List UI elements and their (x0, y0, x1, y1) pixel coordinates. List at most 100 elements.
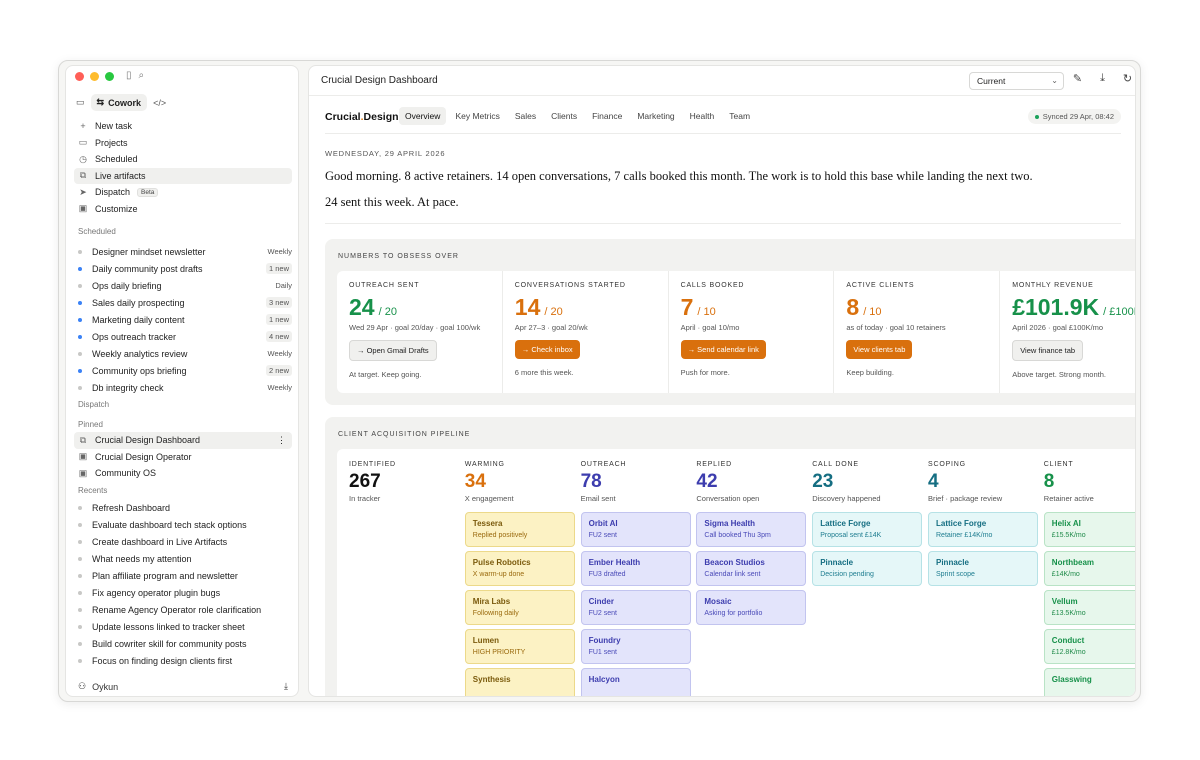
scheduled-item[interactable]: Sales daily prospecting 3 new (74, 294, 292, 311)
zoom-window-button[interactable] (105, 72, 114, 81)
scheduled-item[interactable]: Designer mindset newsletter Weekly (74, 243, 292, 260)
recent-item-label: Refresh Dashboard (92, 503, 171, 513)
nav-item-dispatch[interactable]: ➤ Dispatch Beta (74, 184, 292, 201)
recent-item[interactable]: Refresh Dashboard (74, 500, 292, 517)
pipeline-card-name: Beacon Studios (704, 558, 765, 567)
status-dot-icon (78, 334, 82, 339)
recents-section-label: Recents (78, 485, 108, 495)
tab-marketing[interactable]: Marketing (637, 111, 675, 121)
scheduled-item[interactable]: Ops outreach tracker 4 new (74, 328, 292, 345)
scheduled-item[interactable]: Db integrity check Weekly (74, 379, 292, 396)
pipeline-card[interactable]: Cinder FU2 sent (580, 590, 691, 625)
metric-note: Keep building. (846, 368, 894, 377)
metric-action-button[interactable]: View clients tab (846, 340, 913, 359)
nav-item-new-task[interactable]: + New task (74, 118, 292, 135)
tab-finance[interactable]: Finance (592, 111, 623, 121)
search-icon[interactable]: ⌕ (138, 70, 145, 81)
recent-item[interactable]: Update lessons linked to tracker sheet (74, 619, 292, 636)
scheduled-item[interactable]: Marketing daily content 1 new (74, 311, 292, 328)
recent-dot-icon (78, 642, 82, 646)
pipeline-card[interactable]: Vellum £13.5K/mo (1043, 590, 1135, 625)
user-row[interactable]: ⚇ Oykun ⤓ (78, 681, 288, 692)
nav-item-projects[interactable]: ▭ Projects (74, 135, 292, 152)
version-select[interactable]: Current ⌄ (969, 72, 1064, 90)
metric-action-button[interactable]: → Send calendar link (680, 340, 766, 359)
pipeline-card[interactable]: Glasswing (1043, 668, 1135, 696)
pipeline-card-note: Call booked Thu 3pm (704, 532, 771, 539)
scheduled-item[interactable]: Weekly analytics review Weekly (74, 345, 292, 362)
recent-item[interactable]: Focus on finding design clients first (74, 653, 292, 670)
scheduled-item[interactable]: Community ops briefing 2 new (74, 362, 292, 379)
recent-item[interactable]: Rename Agency Operator role clarificatio… (74, 602, 292, 619)
pipeline-card[interactable]: Beacon Studios Calendar link sent (696, 551, 807, 586)
pipeline-card[interactable]: Pinnacle Sprint scope (928, 551, 1038, 586)
metric-action-button[interactable]: → Check inbox (514, 340, 580, 359)
tab-sales[interactable]: Sales (514, 111, 537, 121)
dispatch-section-label[interactable]: Dispatch (78, 400, 110, 409)
chat-icon[interactable]: ▭ (76, 97, 85, 107)
pipeline-card-note: Replied positively (472, 532, 528, 539)
pipeline-card[interactable]: Lumen HIGH PRIORITY (464, 629, 575, 664)
sidebar-nav: + New task ▭ Projects ◷ Scheduled ⧉ Live artifa… (74, 118, 292, 670)
tab-clients[interactable]: Clients (551, 111, 578, 121)
pipeline-card[interactable]: Foundry FU1 sent (580, 629, 691, 664)
pipeline-card[interactable]: Halcyon (580, 668, 691, 696)
stage-label: IDENTIFIED (349, 461, 396, 468)
nav-item-scheduled[interactable]: ◷ Scheduled (74, 151, 292, 168)
pipeline-card[interactable]: Ember Health FU3 drafted (580, 551, 691, 586)
tab-overview[interactable]: Overview (399, 107, 447, 125)
pipeline-card[interactable]: Pinnacle Decision pending (812, 551, 923, 586)
tab-health[interactable]: Health (689, 111, 715, 121)
pipeline-stage-replied: REPLIED 42 Conversation open Sigma Health Ca… (696, 461, 808, 625)
more-options-icon[interactable]: ⋮ (277, 434, 286, 445)
pipeline-card[interactable]: Sigma Health Call booked Thu 3pm (696, 512, 807, 547)
stage-subtext: Brief · package review (928, 494, 1003, 503)
pinned-item[interactable]: ▣ Crucial Design Operator (74, 449, 292, 466)
recent-item[interactable]: Fix agency operator plugin bugs (74, 585, 292, 602)
pipeline-card[interactable]: Helix AI £15.5K/mo (1043, 512, 1135, 547)
metric-subtext: Apr 27–3 · goal 20/wk (514, 323, 588, 332)
pipeline-card[interactable]: Tessera Replied positively (464, 512, 575, 547)
pipeline-stage-outreach: OUTREACH 78 Email sent Orbit AI FU2 sent Embe… (580, 461, 693, 696)
pipeline-card[interactable]: Orbit AI FU2 sent (580, 512, 691, 547)
pencil-icon[interactable]: ✎ (1072, 73, 1083, 85)
metric-note: 6 more this week. (514, 368, 574, 377)
stage-subtext: Discovery happened (812, 494, 881, 503)
nav-item-customize[interactable]: ▣ Customize (74, 201, 292, 218)
pinned-item[interactable]: ⧉ Crucial Design Dashboard ⋮ (74, 432, 292, 449)
nav-item-live-artifacts[interactable]: ⧉ Live artifacts (74, 167, 292, 184)
pipeline-card-note: Asking for portfolio (704, 610, 763, 617)
metric-action-button[interactable]: View finance tab (1012, 340, 1084, 361)
pipeline-card[interactable]: Northbeam £14K/mo (1043, 551, 1135, 586)
recent-item[interactable]: Build cowriter skill for community posts (74, 636, 292, 653)
metric-value-row: £101.9K/ £100K (1012, 294, 1135, 321)
pipeline-card[interactable]: Synthesis (464, 668, 575, 696)
refresh-icon[interactable]: ↻ (1122, 73, 1133, 85)
download-icon[interactable]: ⤓ (284, 681, 288, 691)
pipeline-card[interactable]: Pulse Robotics X warm-up done (464, 551, 575, 586)
nav-item-label: Scheduled (95, 154, 138, 165)
metric-value-row: 7/ 10 (681, 294, 822, 321)
pipeline-card[interactable]: Lattice Forge Proposal sent £14K (812, 512, 923, 547)
close-window-button[interactable] (75, 72, 84, 81)
tab-key-metrics[interactable]: Key Metrics (455, 111, 500, 121)
pipeline-card[interactable]: Mira Labs Following daily (464, 590, 575, 625)
pipeline-card[interactable]: Lattice Forge Retainer £14K/mo (928, 512, 1038, 547)
pipeline-card[interactable]: Mosaic Asking for portfolio (696, 590, 807, 625)
recent-item[interactable]: Plan affiliate program and newsletter (74, 568, 292, 585)
metric-action-button[interactable]: → Open Gmail Drafts (349, 340, 437, 361)
scheduled-item[interactable]: Ops daily briefing Daily (74, 277, 292, 294)
recent-item[interactable]: Create dashboard in Live Artifacts (74, 534, 292, 551)
recent-item[interactable]: What needs my attention (74, 551, 292, 568)
download-icon[interactable]: ⤓ (1100, 72, 1105, 84)
sidebar-toggle-icon[interactable]: ▯ (126, 70, 132, 81)
scheduled-item[interactable]: Daily community post drafts 1 new (74, 260, 292, 277)
recent-item[interactable]: Evaluate dashboard tech stack options (74, 517, 292, 534)
code-icon[interactable]: </> (153, 97, 167, 108)
pipeline-card-name: Conduct (1051, 636, 1085, 645)
tab-team[interactable]: Team (729, 111, 751, 121)
cowork-mode-button[interactable]: ⇆ Cowork (90, 94, 148, 111)
minimize-window-button[interactable] (90, 72, 99, 81)
pinned-item[interactable]: ▣ Community OS (74, 465, 292, 482)
pipeline-card[interactable]: Conduct £12.8K/mo (1043, 629, 1135, 664)
